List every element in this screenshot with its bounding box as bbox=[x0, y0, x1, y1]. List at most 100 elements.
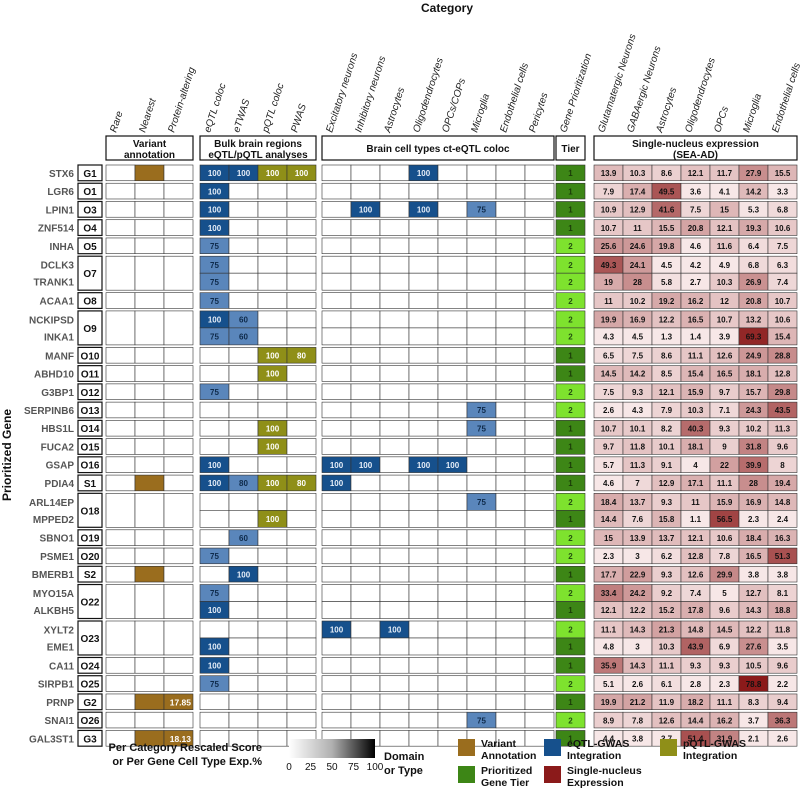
variant-cell bbox=[134, 675, 165, 692]
ct-cell bbox=[495, 401, 526, 419]
ct-cell bbox=[350, 601, 381, 619]
ct-cell bbox=[437, 327, 468, 346]
bulk-cell-value: 75 bbox=[210, 589, 219, 598]
ct-cell bbox=[321, 529, 352, 546]
ct-cell bbox=[437, 182, 468, 200]
group-header-title: (SEA-AD) bbox=[673, 150, 718, 161]
sn-cell bbox=[767, 675, 798, 692]
row-label: O16 bbox=[81, 461, 100, 472]
sn-cell-value: 6.3 bbox=[777, 261, 789, 270]
column-label: eQTL coloc bbox=[202, 82, 228, 134]
ct-cell bbox=[379, 383, 410, 400]
bulk-cell-value: 100 bbox=[208, 206, 222, 215]
variant-cell bbox=[105, 255, 136, 291]
bulk-cell bbox=[228, 637, 259, 656]
ct-cell bbox=[321, 693, 352, 711]
row-label-box bbox=[77, 346, 103, 364]
sn-cell-value: 25.6 bbox=[601, 242, 617, 251]
gene-label: INKA1 bbox=[44, 332, 74, 343]
sn-cell-value: 7.6 bbox=[632, 515, 644, 524]
variant-cell bbox=[163, 565, 194, 583]
sn-cell-value: 5 bbox=[722, 589, 727, 598]
ct-cell bbox=[524, 310, 555, 329]
sn-cell bbox=[767, 657, 798, 674]
sn-cell-value: 18.1 bbox=[746, 370, 762, 379]
ct-cell bbox=[408, 255, 439, 274]
sn-cell-value: 56.5 bbox=[717, 515, 733, 524]
bulk-cell bbox=[228, 620, 259, 639]
bulk-cell bbox=[286, 310, 317, 329]
ct-cell bbox=[350, 584, 381, 602]
sn-cell-value: 10.7 bbox=[601, 224, 617, 233]
ct-cell bbox=[524, 584, 555, 602]
row-label: S1 bbox=[84, 479, 97, 490]
bulk-cell bbox=[228, 510, 259, 528]
bulk-cell bbox=[286, 565, 317, 583]
ct-cell bbox=[437, 601, 468, 619]
variant-cell-value: 18.13 bbox=[170, 734, 192, 744]
sn-cell-value: 9.6 bbox=[719, 606, 731, 615]
ct-cell bbox=[524, 182, 555, 200]
tier-cell-value: 2 bbox=[568, 242, 573, 251]
tier-cell-value: 1 bbox=[568, 662, 573, 671]
ct-cell bbox=[321, 292, 352, 309]
variant-cell bbox=[134, 201, 165, 218]
bulk-cell bbox=[257, 711, 288, 729]
gene-label: MPPED2 bbox=[33, 515, 75, 526]
sn-cell bbox=[767, 565, 798, 583]
gene-label: EME1 bbox=[47, 642, 75, 653]
bulk-cell bbox=[257, 310, 288, 329]
sn-cell bbox=[767, 730, 798, 747]
sn-cell-value: 11.9 bbox=[659, 698, 675, 707]
sn-cell-value: 11 bbox=[691, 498, 700, 507]
sn-cell-value: 4.3 bbox=[603, 333, 615, 342]
column-label: Oligodendrocytes bbox=[683, 57, 718, 134]
variant-cell bbox=[134, 347, 165, 364]
sn-cell-value: 51.3 bbox=[775, 552, 791, 561]
gene-label: SNAI1 bbox=[45, 716, 75, 727]
ct-cell bbox=[408, 730, 439, 747]
variant-cell bbox=[163, 456, 194, 473]
sn-cell-value: 14.2 bbox=[630, 370, 646, 379]
sn-cell-value: 2.3 bbox=[603, 552, 615, 561]
gene-label: LGR6 bbox=[47, 187, 74, 198]
ct-cell-value: 100 bbox=[388, 626, 402, 635]
sn-cell-value: 24.3 bbox=[746, 406, 762, 415]
ct-cell bbox=[495, 182, 526, 200]
sn-cell bbox=[767, 420, 798, 437]
sn-cell-value: 13.2 bbox=[746, 316, 762, 325]
bulk-cell bbox=[286, 620, 317, 639]
variant-cell bbox=[163, 474, 194, 492]
sn-cell-value: 3 bbox=[635, 643, 640, 652]
tier-cell bbox=[555, 565, 586, 583]
ct-cell bbox=[321, 219, 352, 236]
bulk-cell bbox=[257, 292, 288, 309]
sn-cell-value: 12.2 bbox=[630, 606, 646, 615]
sn-cell-value: 4.3 bbox=[632, 406, 644, 415]
sn-cell-value: 24.1 bbox=[630, 261, 646, 270]
bulk-cell bbox=[257, 584, 288, 602]
ct-cell bbox=[466, 657, 497, 674]
row-label: O13 bbox=[81, 406, 100, 417]
gene-label: ARL14EP bbox=[29, 498, 74, 509]
sn-cell-value: 12.1 bbox=[688, 169, 704, 178]
sn-cell-value: 4 bbox=[693, 461, 698, 470]
bulk-cell bbox=[286, 637, 317, 656]
ct-cell-value: 100 bbox=[359, 461, 373, 470]
group-header-title: annotation bbox=[124, 150, 175, 161]
sn-cell-value: 12.7 bbox=[746, 589, 762, 598]
legend-gradient-bar bbox=[289, 739, 375, 758]
sn-cell-value: 11.7 bbox=[717, 169, 733, 178]
bulk-cell bbox=[286, 456, 317, 473]
ct-cell bbox=[408, 182, 439, 200]
ct-cell bbox=[524, 693, 555, 711]
sn-cell-value: 9.2 bbox=[661, 589, 673, 598]
bulk-cell-value: 100 bbox=[208, 316, 222, 325]
ct-cell bbox=[437, 474, 468, 492]
sn-cell-value: 8 bbox=[780, 461, 785, 470]
bulk-cell bbox=[257, 237, 288, 255]
ct-cell bbox=[321, 565, 352, 583]
ct-cell bbox=[408, 693, 439, 711]
sn-cell-value: 8.2 bbox=[661, 424, 673, 433]
sn-cell-value: 43.5 bbox=[775, 406, 791, 415]
